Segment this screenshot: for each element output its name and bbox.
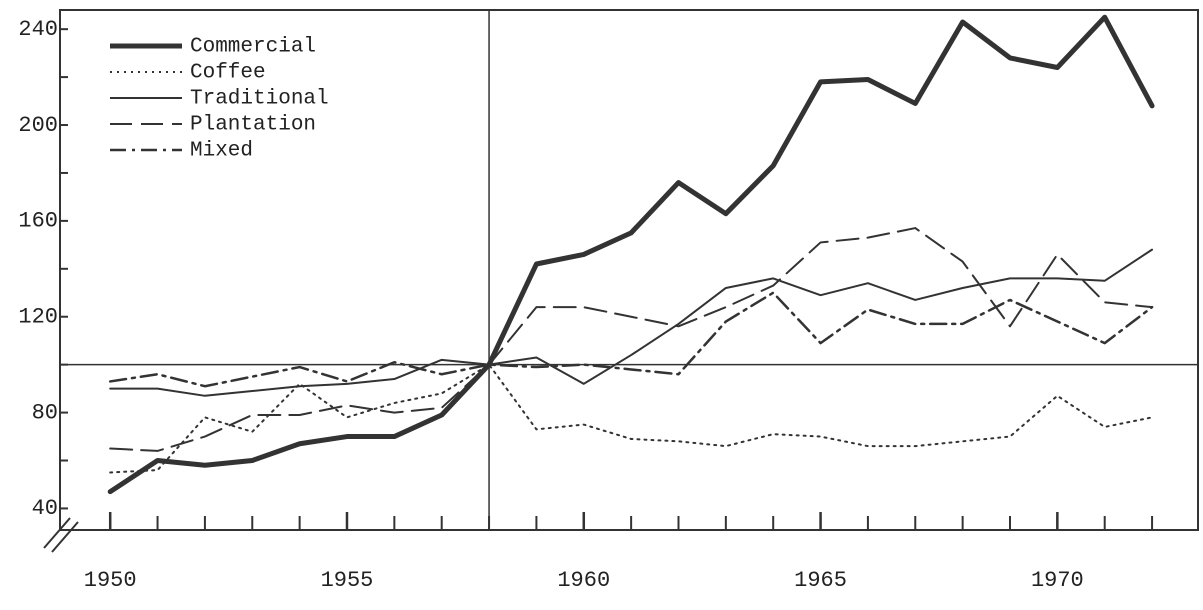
y-tick-label: 160 xyxy=(18,209,58,234)
series-line xyxy=(109,227,1154,452)
series-line xyxy=(107,14,1155,495)
plot-frame xyxy=(59,9,1199,531)
legend: Commercial Coffee Traditional Plantation Mix… xyxy=(110,36,329,163)
y-tick-label: 40 xyxy=(32,496,58,521)
axis-break xyxy=(43,517,79,553)
x-tick-label: 1960 xyxy=(557,568,610,593)
y-tick-label: 200 xyxy=(18,113,58,138)
legend-label: Mixed xyxy=(190,140,253,163)
x-tick-label: 1970 xyxy=(1031,568,1084,593)
legend-label: Coffee xyxy=(190,62,266,85)
x-tick-label: 1955 xyxy=(321,568,374,593)
legend-label: Plantation xyxy=(190,114,316,137)
break-line xyxy=(43,517,71,549)
x-tick-label: 1950 xyxy=(84,568,137,593)
legend-label: Traditional xyxy=(190,88,329,111)
series-line xyxy=(109,363,1154,474)
y-tick-label: 120 xyxy=(18,305,58,330)
legend-label: Commercial xyxy=(190,36,316,59)
series-line xyxy=(108,291,1154,388)
break-line xyxy=(51,521,79,553)
y-tick-label: 240 xyxy=(18,17,58,42)
x-tick-label: 1965 xyxy=(794,568,847,593)
y-tick-label: 80 xyxy=(32,400,58,425)
